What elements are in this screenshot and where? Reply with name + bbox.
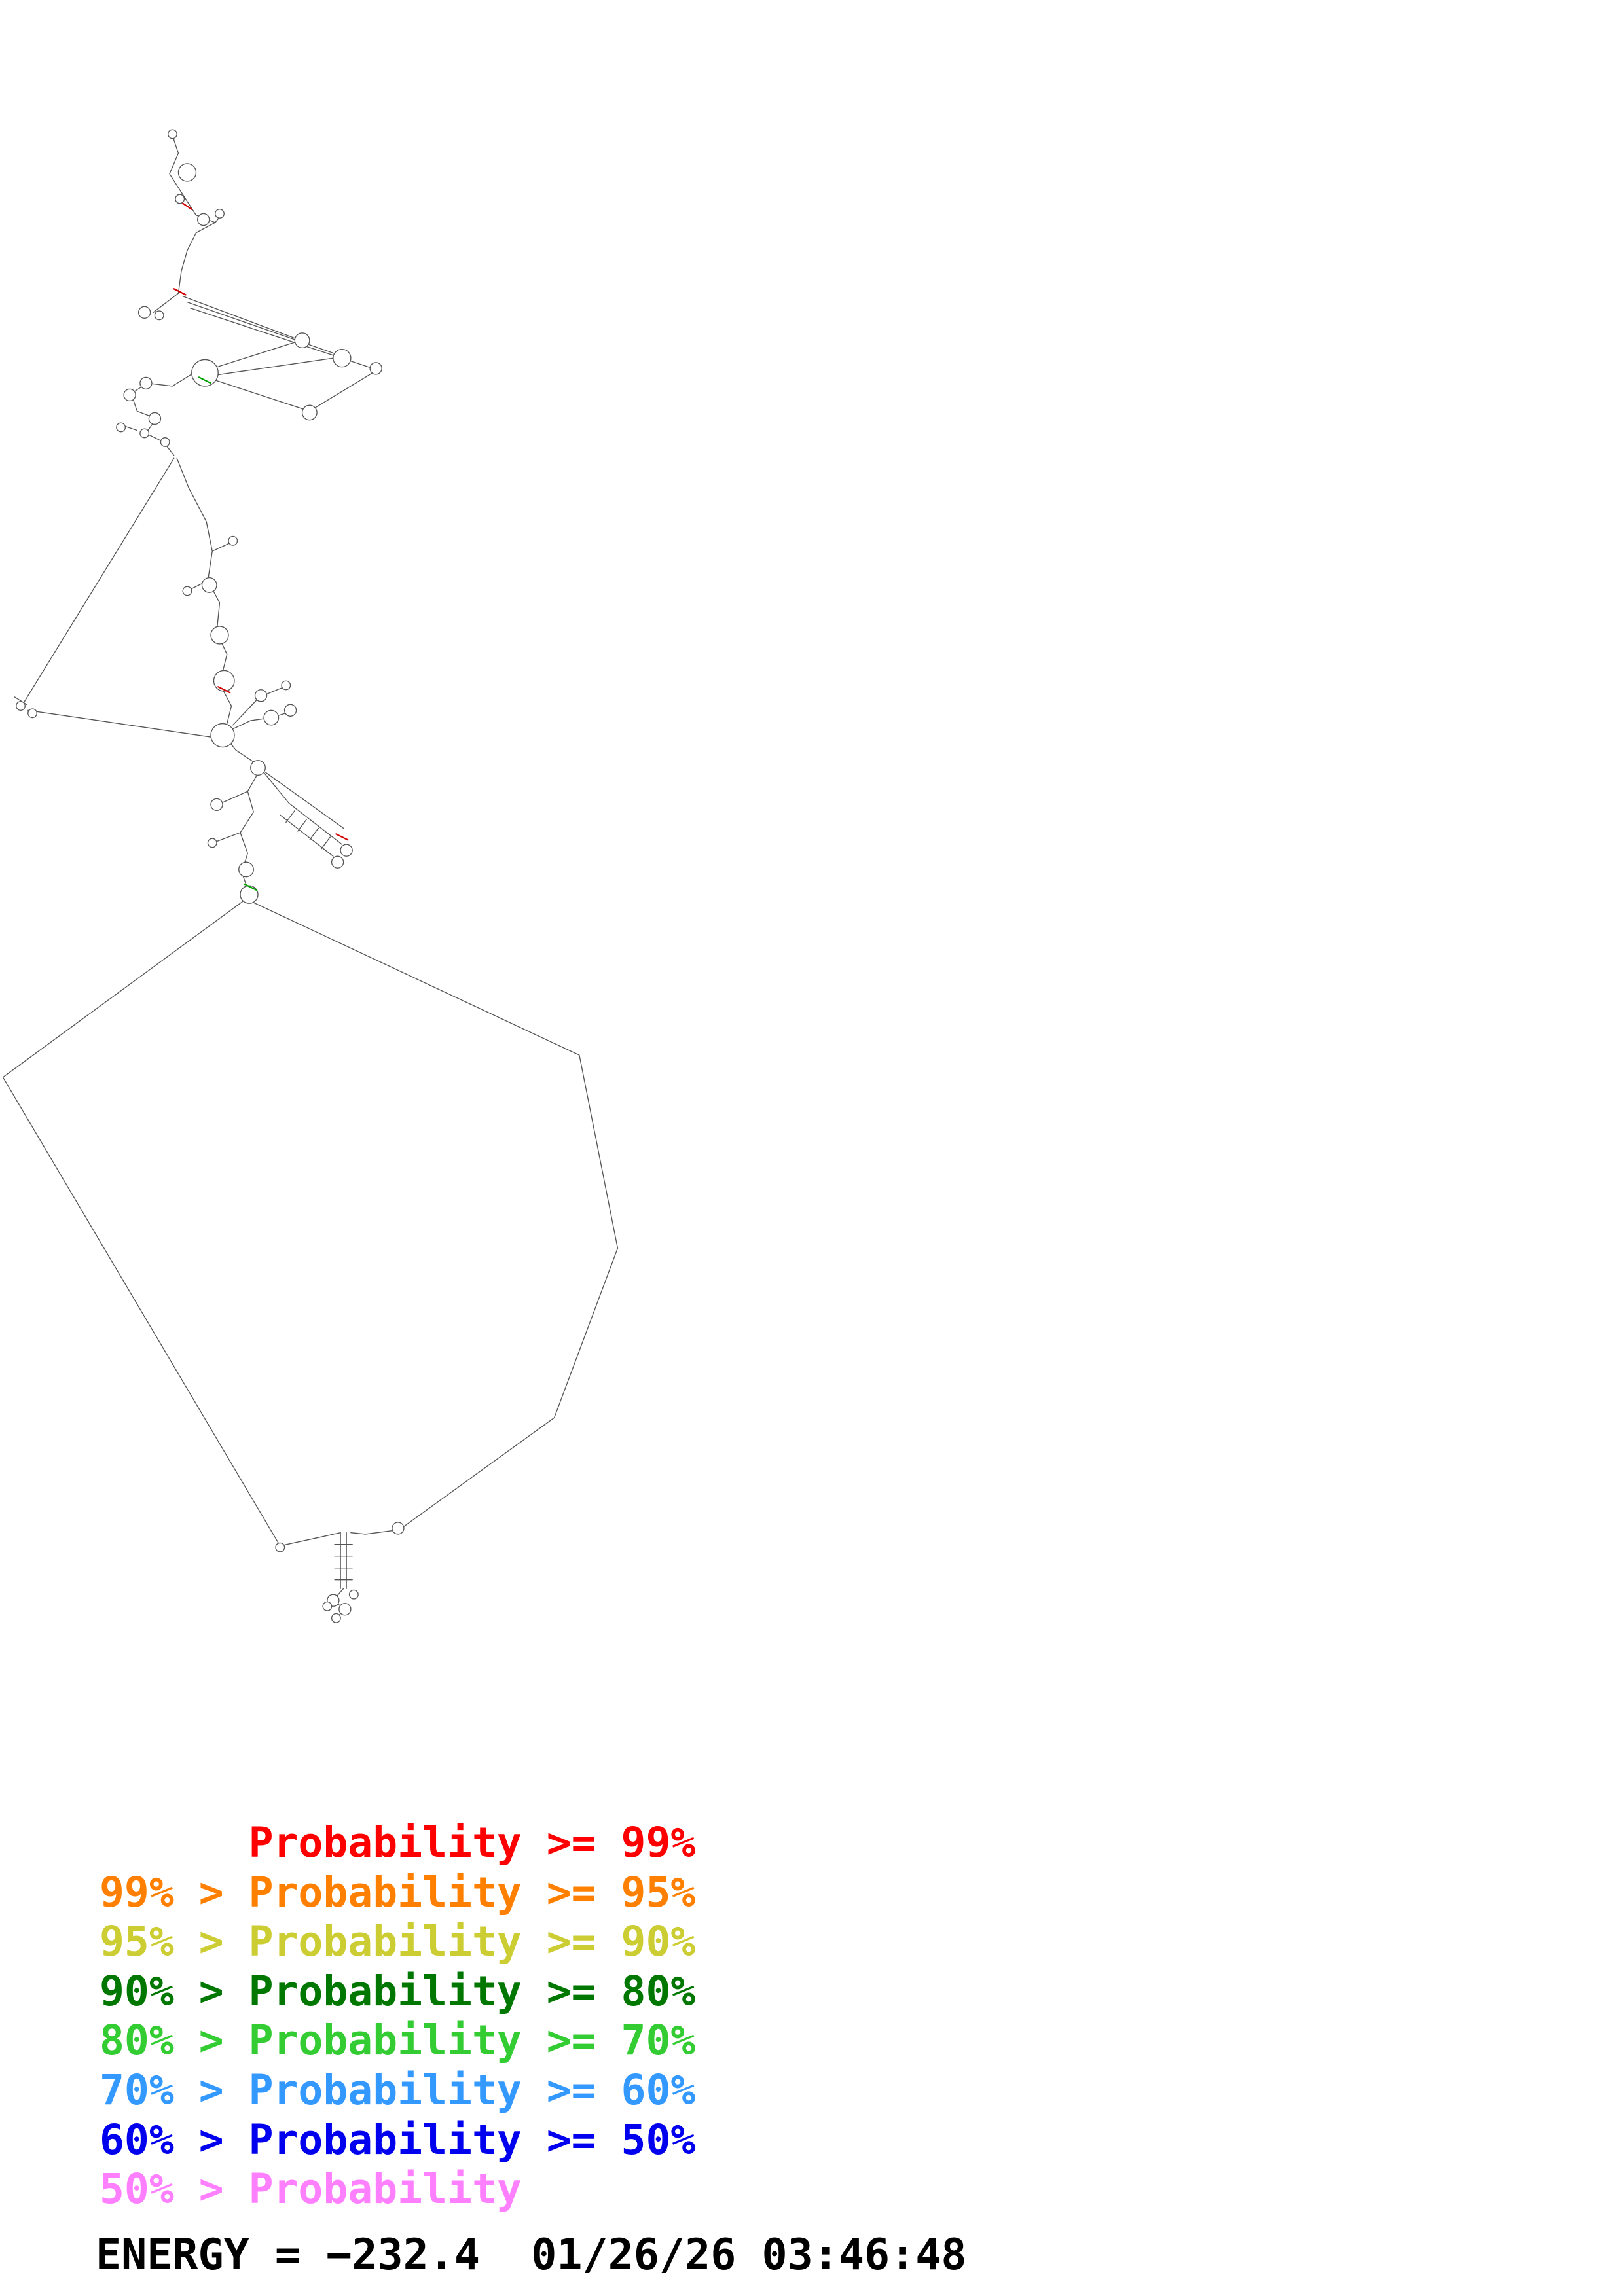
energy-readout: ENERGY = −232.4 01/26/26 03:46:48 — [96, 2231, 967, 2280]
probability-legend: Probability >= 99% 99% > Probability >= 9… — [100, 1818, 695, 2214]
legend-entry: 95% > Probability >= 90% — [100, 1918, 696, 1966]
legend-entry: 90% > Probability >= 80% — [100, 1967, 696, 2015]
legend-entry: 50% > Probability — [100, 2165, 522, 2214]
legend-entry: 60% > Probability >= 50% — [100, 2115, 696, 2164]
legend-entry: 80% > Probability >= 70% — [100, 2017, 696, 2065]
structure-backbone-lines — [2, 135, 619, 1619]
legend-entry: 70% > Probability >= 60% — [100, 2066, 696, 2114]
probability-tick-marks-red — [173, 202, 349, 841]
legend-entry: 99% > Probability >= 95% — [100, 1868, 696, 1916]
legend-entry: Probability >= 99% — [100, 1819, 696, 1867]
probability-tick-marks-green — [198, 376, 257, 891]
base-circles — [16, 129, 405, 1623]
